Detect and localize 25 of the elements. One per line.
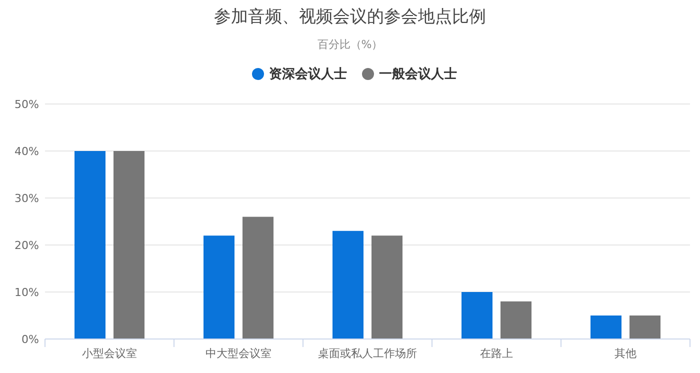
legend-label: 一般会议人士 [379,66,457,82]
bar [204,236,234,339]
x-tick-label: 小型会议室 [82,347,137,360]
chart-title: 参加音频、视频会议的参会地点比例 [214,7,486,27]
y-tick-label: 40% [14,144,39,158]
chart-subtitle: 百分比（%） [317,38,383,51]
bar [372,236,402,339]
x-tick-label: 在路上 [480,347,513,360]
bar [462,292,492,339]
x-tick-label: 中大型会议室 [206,347,272,360]
bar [630,316,660,339]
bar [74,151,106,339]
y-tick-label: 20% [14,238,39,252]
y-tick-label: 30% [14,192,39,205]
y-tick-label: 50% [14,98,39,111]
x-tick-label: 其他 [614,347,636,360]
bar [500,301,532,339]
y-tick-label: 0% [22,332,39,346]
bar [332,230,364,339]
bar [242,216,274,339]
legend-label: 资深会议人士 [269,66,347,82]
x-tick-label: 桌面或私人工作场所 [318,347,417,360]
y-tick-label: 10% [14,286,39,299]
bar [114,151,144,339]
bar [590,316,622,339]
